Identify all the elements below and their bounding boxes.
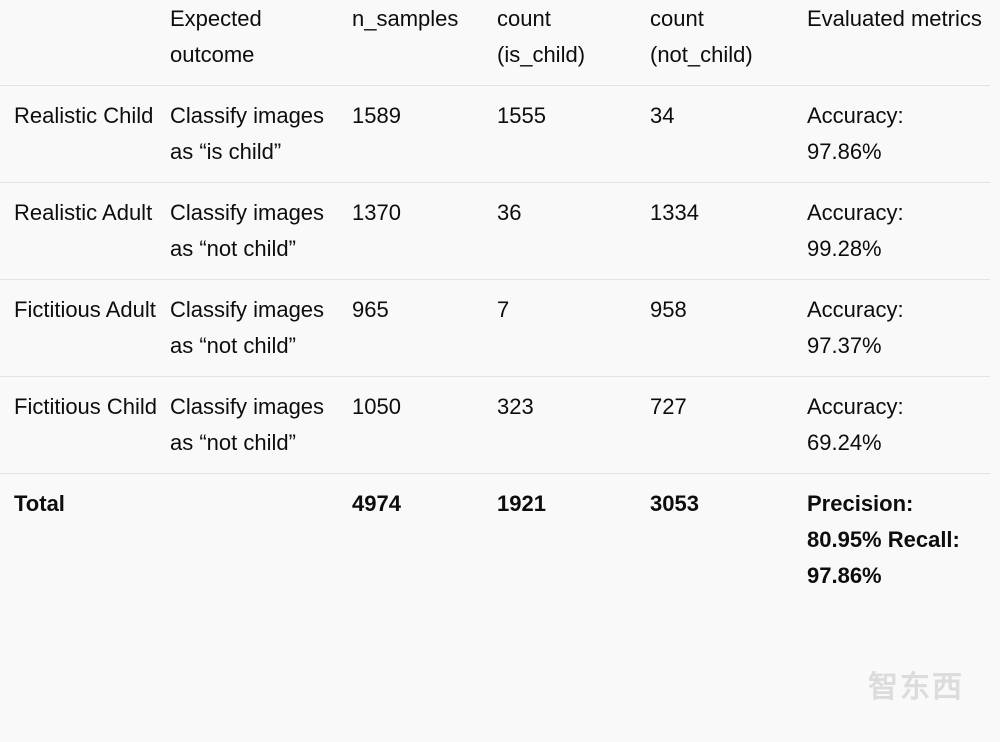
cell: 727 bbox=[650, 394, 687, 419]
table-row: Fictitious Adult Classify images as “not … bbox=[0, 280, 990, 377]
cell: Precision: 80.95% Recall: 97.86% bbox=[807, 491, 960, 588]
cell: Realistic Child bbox=[14, 103, 154, 128]
cell: 1555 bbox=[497, 103, 546, 128]
header-cell: n_samples bbox=[352, 6, 459, 31]
cell: 34 bbox=[650, 103, 675, 128]
table-row: Fictitious Child Classify images as “not … bbox=[0, 377, 990, 474]
cell: Accuracy: 97.86% bbox=[807, 103, 904, 164]
cell: 1589 bbox=[352, 103, 401, 128]
cell: Classify images as “not child” bbox=[170, 394, 325, 455]
results-table: Expected outcome n_samples count (is_chi… bbox=[0, 0, 990, 607]
cell: 3053 bbox=[650, 491, 699, 516]
header-cell: count (is_child) bbox=[497, 6, 586, 67]
cell: 965 bbox=[352, 297, 389, 322]
header-cell bbox=[0, 0, 170, 86]
header-row: Expected outcome n_samples count (is_chi… bbox=[0, 0, 990, 86]
header-cell: Expected outcome bbox=[170, 6, 262, 67]
table-row: Realistic Child Classify images as “is ch… bbox=[0, 86, 990, 183]
cell: 36 bbox=[497, 200, 522, 225]
cell: Fictitious Child bbox=[14, 394, 158, 419]
cell: Accuracy: 69.24% bbox=[807, 394, 904, 455]
cell: Fictitious Adult bbox=[14, 297, 156, 322]
cell: Realistic Adult bbox=[14, 200, 153, 225]
header-cell: Evaluated metrics bbox=[807, 6, 982, 31]
cell: 1921 bbox=[497, 491, 546, 516]
cell: 323 bbox=[497, 394, 534, 419]
cell: 1334 bbox=[650, 200, 699, 225]
table-row: Realistic Adult Classify images as “not c… bbox=[0, 183, 990, 280]
cell: Total bbox=[14, 491, 65, 516]
cell: Accuracy: 97.37% bbox=[807, 297, 904, 358]
cell: Accuracy: 99.28% bbox=[807, 200, 904, 261]
watermark-text: 智东西 bbox=[868, 671, 964, 704]
cell: Classify images as “is child” bbox=[170, 103, 325, 164]
cell: Classify images as “not child” bbox=[170, 297, 325, 358]
cell: 1050 bbox=[352, 394, 401, 419]
cell: 4974 bbox=[352, 491, 401, 516]
total-row: Total 4974 1921 3053 Precision: 80.95% Recal… bbox=[0, 474, 990, 607]
cell bbox=[170, 474, 352, 607]
header-cell: count (not_child) bbox=[650, 6, 753, 67]
cell: 7 bbox=[497, 297, 510, 322]
cell: 1370 bbox=[352, 200, 401, 225]
watermark-logo: 智东西 bbox=[868, 662, 964, 706]
cell: 958 bbox=[650, 297, 687, 322]
cell: Classify images as “not child” bbox=[170, 200, 325, 261]
